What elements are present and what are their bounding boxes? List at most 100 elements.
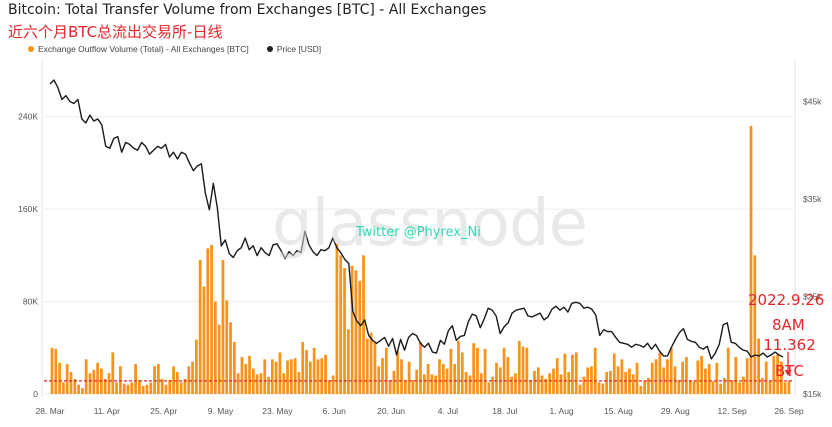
legend-item-price[interactable]: Price [USD]	[266, 44, 322, 54]
outflow-bar	[365, 338, 369, 394]
outflow-bar	[601, 383, 605, 394]
outflow-bar	[685, 357, 688, 394]
outflow-bar	[164, 384, 168, 394]
outflow-bar	[81, 388, 84, 394]
outflow-bar	[187, 366, 191, 394]
outflow-bar	[647, 377, 650, 394]
outflow-bar	[65, 363, 69, 394]
outflow-bar	[331, 375, 335, 394]
outflow-bar	[289, 359, 293, 394]
outflow-bar	[172, 366, 175, 394]
outflow-bar	[514, 373, 517, 394]
legend-outflow-label: Exchange Outflow Volume (Total) - All Ex…	[38, 44, 249, 54]
outflow-bar	[134, 363, 137, 394]
x-tick-label: 4. Jul	[438, 406, 458, 416]
annotation-line-time: 8AM	[772, 316, 805, 334]
watermark-logo: glassnode	[272, 187, 588, 261]
outflow-bar	[141, 385, 145, 394]
outflow-bar	[567, 372, 571, 394]
outflow-bar	[612, 353, 616, 394]
chart-title: Bitcoin: Total Transfer Volume from Exch…	[8, 2, 487, 18]
outflow-bar	[586, 367, 590, 394]
outflow-bar	[73, 378, 77, 394]
outflow-bar	[593, 347, 597, 394]
outflow-bar	[692, 381, 696, 394]
outflow-bar	[263, 359, 267, 394]
outflow-bar	[738, 382, 741, 394]
outflow-bar	[620, 359, 624, 394]
outflow-bar	[571, 354, 574, 394]
outflow-bar	[259, 373, 263, 394]
outflow-bar	[381, 358, 384, 394]
outflow-bar	[609, 370, 612, 394]
outflow-bar	[749, 125, 753, 394]
outflow-bar	[103, 378, 107, 394]
y-left-tick-label: 240K	[18, 112, 38, 122]
outflow-bar	[434, 375, 438, 394]
outflow-bar	[232, 342, 236, 394]
outflow-bar	[362, 255, 365, 394]
outflow-bar	[111, 352, 115, 394]
outflow-bar	[335, 243, 339, 394]
outflow-bar	[312, 347, 316, 394]
outflow-bar	[742, 376, 745, 394]
outflow-bar	[400, 359, 403, 394]
annotation-line-date: 2022.9.26	[748, 291, 825, 309]
outflow-bar	[666, 359, 669, 394]
outflow-bar	[506, 357, 510, 394]
outflow-bar	[472, 343, 476, 394]
outflow-bar	[441, 363, 445, 394]
outflow-bar	[445, 368, 449, 394]
outflow-bar	[176, 372, 179, 394]
x-tick-label: 6. Jun	[323, 406, 346, 416]
x-tick-label: 20. Jun	[377, 406, 405, 416]
legend-price-label: Price [USD]	[276, 44, 322, 54]
y-right-tick-label: $15k	[803, 389, 822, 399]
outflow-bar	[464, 372, 468, 394]
chart-subtitle: 近六个月BTC总流出交易所-日线	[8, 23, 223, 41]
outflow-bar	[69, 372, 73, 394]
outflow-bar	[582, 376, 586, 394]
outflow-bar	[457, 340, 460, 394]
outflow-bar	[723, 377, 726, 394]
outflow-bar	[350, 265, 354, 394]
price-line	[49, 79, 784, 360]
x-tick-label: 15. Aug	[604, 406, 633, 416]
outflow-bar	[267, 376, 270, 394]
outflow-bar	[438, 359, 441, 394]
outflow-bar	[96, 362, 99, 394]
outflow-bar	[339, 255, 343, 394]
outflow-bar	[548, 373, 552, 394]
x-tick-label: 25. Apr	[150, 406, 177, 416]
y-left-tick-label: 160K	[18, 204, 38, 214]
outflow-bar	[419, 342, 422, 394]
outflow-bar	[145, 384, 149, 394]
outflow-bar	[643, 381, 647, 394]
outflow-bar	[270, 359, 274, 394]
outflow-bar	[248, 355, 251, 394]
outflow-bar	[753, 255, 757, 394]
outflow-bar	[654, 359, 658, 394]
outflow-bar	[183, 378, 187, 394]
outflow-bar	[229, 322, 232, 394]
outflow-bar	[631, 374, 635, 394]
y-right-tick-label: $35k	[803, 194, 822, 204]
outflow-bar	[301, 342, 305, 394]
outflow-bar	[590, 366, 593, 394]
outflow-bar	[533, 370, 536, 394]
y-left-tick-label: 0	[33, 389, 38, 399]
outflow-bar	[77, 384, 80, 394]
outflow-bar	[191, 361, 194, 394]
outflow-bar	[369, 332, 373, 394]
legend-item-outflow[interactable]: Exchange Outflow Volume (Total) - All Ex…	[28, 44, 249, 54]
outflow-bar	[126, 384, 130, 394]
annotation-line-volume: 11.362 BTC	[763, 336, 816, 380]
outflow-bar	[563, 353, 567, 394]
outflow-bar	[198, 259, 202, 394]
outflow-bar	[624, 372, 628, 394]
outflow-bar	[202, 286, 206, 394]
outflow-bar	[320, 358, 324, 394]
outflow-bar	[677, 380, 681, 394]
outflow-bar	[745, 358, 749, 394]
